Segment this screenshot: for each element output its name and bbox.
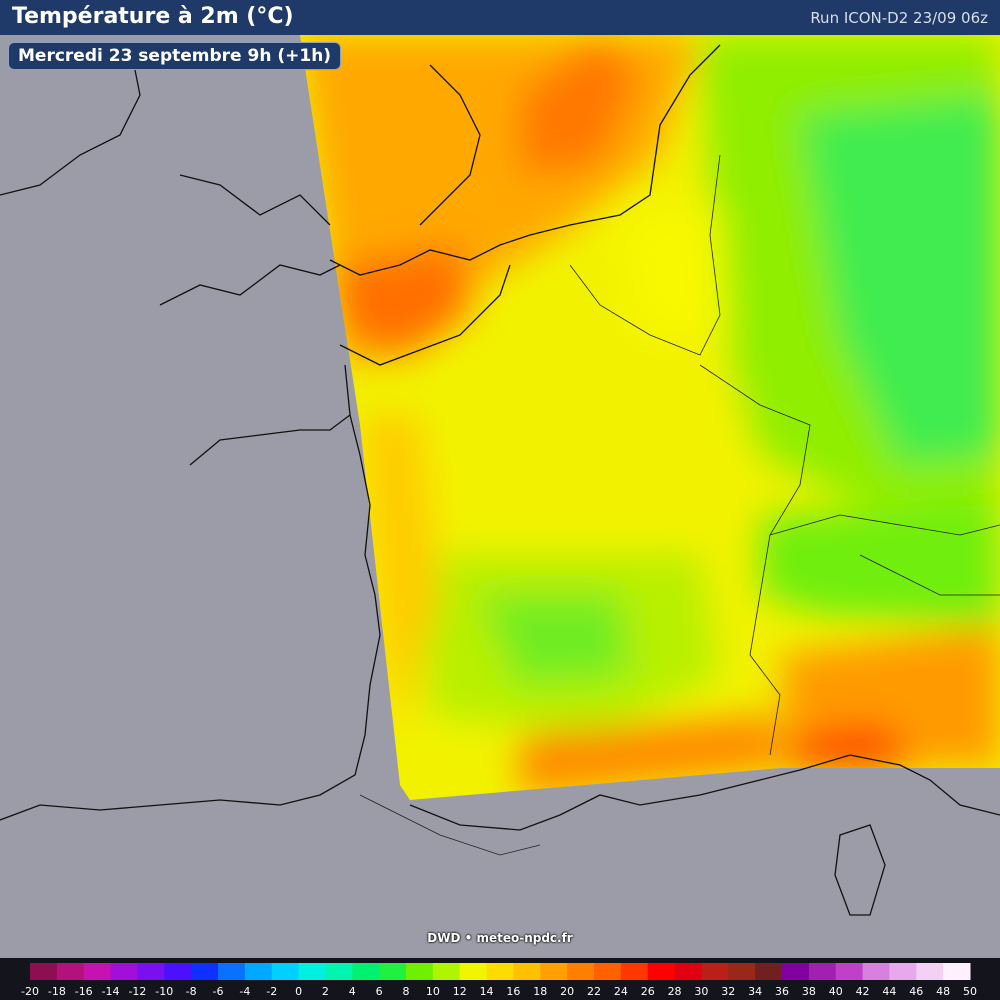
legend-swatch [620,963,649,980]
date-label: Mercredi 23 septembre 9h (+1h) [8,42,342,70]
legend-label: 14 [480,985,494,998]
temperature-field [300,35,1000,800]
legend-swatch [110,963,138,980]
legend-swatch [325,963,353,980]
legend-label: -4 [239,985,250,998]
legend-swatch [30,963,58,980]
legend-label: 0 [295,985,302,998]
legend-label: 46 [909,985,923,998]
legend-label: 6 [376,985,383,998]
legend-swatch [218,963,246,980]
legend-label: 38 [802,985,816,998]
legend-swatch [191,963,219,980]
legend-swatch [56,963,85,980]
credit: DWD • meteo-npdc.fr [427,931,573,945]
legend-label: 8 [403,985,410,998]
color-legend: -20 -18 -16 -14 -12 -10 -8 -6 -4 -2 0 2 4 6 8 10 12 14 16 1… [0,958,1000,1000]
legend-swatch [540,963,568,980]
legend-label: -6 [213,985,224,998]
legend-label: -8 [186,985,197,998]
title: Température à 2m (°C) [12,4,294,29]
legend-swatch [164,963,192,980]
legend-label: 28 [668,985,682,998]
legend-swatch [486,963,514,980]
legend-swatch [594,963,622,980]
legend-swatch [701,963,729,980]
legend-swatch [513,963,541,980]
legend-label: 50 [963,985,977,998]
legend-swatch [432,963,461,980]
legend-swatch [782,963,810,980]
legend-label: 44 [882,985,896,998]
legend-swatch [728,963,756,980]
legend-swatch [647,963,676,980]
legend-swatch [862,963,890,980]
legend-label: 30 [694,985,708,998]
legend-swatch [406,963,434,980]
legend-label: 40 [829,985,843,998]
run-info: Run ICON-D2 23/09 06z [810,9,988,27]
legend-label: 22 [587,985,601,998]
header: Température à 2m (°C) Run ICON-D2 23/09 … [0,0,1000,35]
legend-label: 16 [506,985,520,998]
legend-label: -12 [128,985,146,998]
legend-label: -10 [155,985,173,998]
legend-label: -18 [48,985,66,998]
legend-label: 36 [775,985,789,998]
legend-swatch [244,963,273,980]
legend-label: 34 [748,985,762,998]
legend-swatch [379,963,407,980]
legend-label: -14 [102,985,120,998]
legend-swatch [674,963,702,980]
legend-swatch [567,963,595,980]
borders [359,154,1000,856]
legend-label: -20 [21,985,39,998]
coastlines [0,44,1000,916]
legend-label: 12 [453,985,467,998]
legend-label: 24 [614,985,628,998]
legend-swatch [943,963,971,980]
legend-label: 18 [533,985,547,998]
legend-swatch [808,963,837,980]
legend-label: -2 [266,985,277,998]
legend-swatch [137,963,165,980]
legend-swatch [83,963,112,980]
map [0,35,1000,916]
legend-swatch [459,963,488,980]
legend-swatch [352,963,380,980]
legend-label: 10 [426,985,440,998]
legend-swatch [916,963,944,980]
legend-label: 48 [936,985,950,998]
legend-swatch [271,963,300,980]
legend-label: 42 [856,985,870,998]
legend-label: 2 [322,985,329,998]
legend-label: 32 [721,985,735,998]
legend-label: -16 [75,985,93,998]
legend-label: 20 [560,985,574,998]
legend-swatch [755,963,783,980]
legend-swatch [298,963,326,980]
legend-label: 4 [349,985,356,998]
legend-swatch [835,963,864,980]
legend-label: 26 [641,985,655,998]
legend-swatch [889,963,917,980]
